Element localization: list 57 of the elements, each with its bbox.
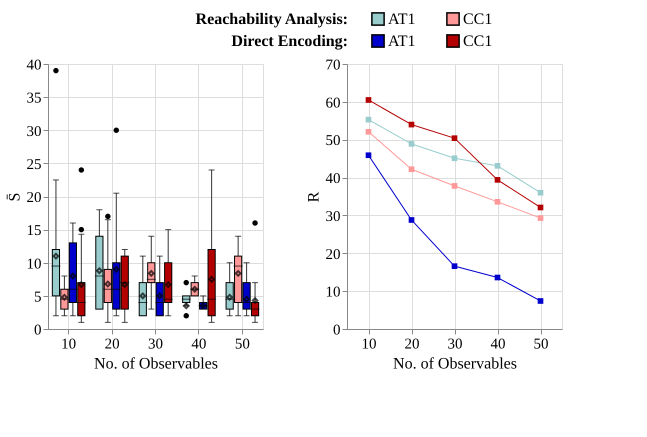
x-tick-label: 40 (490, 336, 506, 352)
point (538, 190, 544, 196)
x-tick-label: 30 (448, 336, 462, 352)
x-tick-label: 20 (104, 336, 120, 352)
y-tick-label: 70 (326, 58, 340, 74)
point (494, 198, 500, 205)
point (452, 263, 458, 269)
x-tick-label: 20 (404, 336, 420, 352)
point (452, 183, 458, 189)
text: Direct Encoding: (231, 33, 348, 50)
y-tick-label: 20 (26, 190, 42, 206)
point (366, 97, 372, 103)
point (408, 141, 414, 147)
y-tick-label: 5 (34, 289, 42, 306)
point (366, 152, 372, 158)
x-tick-label: 30 (148, 336, 163, 352)
point (452, 135, 458, 142)
y-tick-label: 10 (26, 256, 42, 272)
point (408, 217, 414, 223)
y-tick-label: 30 (26, 124, 42, 140)
y-tick-label: 20 (326, 246, 340, 263)
y-tick-label: 50 (326, 133, 340, 150)
point (408, 122, 414, 128)
y-tick-label: 10 (326, 284, 340, 301)
point (538, 298, 544, 304)
y-axis-title: S̄ (6, 192, 24, 202)
x-tick-label: 50 (234, 336, 250, 352)
x-tick-label: 50 (534, 336, 548, 352)
y-tick-label: 0 (34, 322, 42, 338)
y-axis-title: R (306, 191, 322, 202)
legend-label: AT1 (388, 11, 416, 28)
y-tick-label: 40 (326, 171, 340, 188)
y-tick-label: 35 (26, 90, 42, 107)
x-axis-title: No. of Observables (94, 356, 218, 372)
point (538, 215, 544, 221)
legend-label: AT1 (388, 33, 416, 50)
y-tick-label: 25 (26, 156, 42, 173)
point (494, 163, 500, 169)
point (452, 155, 458, 162)
point (538, 204, 544, 210)
point (366, 128, 372, 135)
y-tick-label: 40 (26, 58, 42, 74)
text: Reachability Analysis: (196, 11, 348, 28)
y-tick-label: 15 (26, 223, 42, 240)
point (494, 274, 500, 280)
legend-label: CC1 (463, 11, 492, 28)
x-axis-title: No. of Observables (393, 356, 517, 372)
y-tick-label: 60 (326, 95, 340, 112)
x-tick-label: 40 (191, 336, 206, 352)
point (408, 166, 414, 172)
point (494, 177, 500, 183)
y-tick-label: 30 (326, 208, 340, 225)
legend-label: CC1 (463, 33, 492, 50)
y-tick-label: 0 (333, 322, 340, 338)
point (366, 116, 372, 122)
x-tick-label: 10 (362, 336, 376, 352)
x-tick-label: 10 (61, 336, 76, 352)
